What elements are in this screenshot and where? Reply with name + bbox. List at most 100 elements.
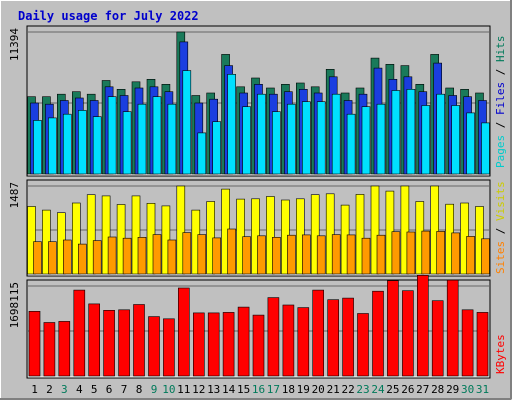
bar-sites-day-28: [436, 231, 446, 275]
legend-text: KBytes: [494, 334, 507, 374]
x-tick-label: 27: [416, 383, 429, 396]
bar-pages-day-26: [406, 89, 416, 175]
bar-pages-day-12: [197, 132, 207, 175]
bar-kbytes-day-29: [446, 279, 459, 377]
bar-sites-day-2: [48, 241, 57, 275]
x-axis-ticks: 1 2 3 4 5 6 7 8 9 10 11 12 13 14 15 16 17 18 19 20 21 22 23 24 2…: [31, 383, 489, 396]
bar-visits-day-20: [310, 194, 320, 275]
bar-sites-day-6: [107, 236, 117, 275]
x-tick-label: 8: [136, 383, 143, 396]
x-tick-label: 1: [31, 383, 38, 396]
bar-pages-day-29: [451, 105, 461, 175]
x-tick-label: 3: [61, 383, 68, 396]
x-tick-label: 11: [177, 383, 190, 396]
bar-kbytes-day-19: [297, 307, 310, 377]
series-sites: [33, 228, 490, 275]
bar-sites-day-18: [287, 234, 296, 275]
x-tick-label: 14: [222, 383, 236, 396]
bar-sites-day-9: [152, 234, 162, 275]
bar-visits-day-6: [101, 195, 111, 275]
bar-kbytes-day-4: [73, 289, 86, 377]
bar-visits-day-26: [400, 185, 410, 275]
bar-sites-day-15: [242, 236, 251, 275]
bar-visits-day-21: [325, 193, 335, 275]
bar-pages-day-19: [301, 101, 311, 175]
bar-kbytes-day-5: [88, 303, 100, 377]
x-tick-label: 9: [151, 383, 158, 396]
chart-panels: 11394 1487 1698115: [8, 25, 491, 379]
x-tick-label: 25: [386, 383, 399, 396]
bar-pages-day-27: [421, 105, 431, 175]
bar-sites-day-14: [227, 228, 236, 275]
panel-hits_files_pages: 11394: [8, 25, 491, 177]
bar-pages-day-25: [391, 90, 401, 175]
bar-kbytes-day-13: [207, 312, 220, 377]
bar-pages-day-15: [242, 106, 251, 175]
bar-kbytes-day-10: [163, 318, 175, 377]
bar-kbytes-day-17: [267, 297, 280, 377]
bar-pages-day-2: [48, 117, 57, 175]
bar-sites-day-22: [346, 234, 356, 275]
x-tick-label: 23: [356, 383, 369, 396]
bar-pages-day-30: [466, 112, 475, 175]
bar-kbytes-day-16: [252, 314, 265, 377]
legend-hits: Hits: [494, 36, 507, 63]
bar-sites-day-5: [92, 240, 102, 275]
bar-sites-day-23: [361, 237, 371, 275]
bar-sites-day-27: [421, 230, 431, 275]
bar-kbytes-day-20: [312, 289, 325, 377]
bar-sites-day-13: [212, 237, 221, 275]
bar-kbytes-day-24: [372, 290, 384, 377]
bar-pages-day-13: [212, 121, 221, 175]
legend-visits-sites: Sites / Visits: [494, 181, 507, 274]
x-tick-label: 31: [476, 383, 489, 396]
bar-pages-day-24: [376, 103, 386, 175]
bar-sites-day-26: [406, 231, 416, 275]
bar-visits-day-1: [27, 206, 36, 275]
legend-hits-files-pages: Pages / Files / Hits: [494, 36, 507, 169]
x-tick-label: 18: [282, 383, 295, 396]
bar-visits-day-8: [131, 195, 141, 275]
bar-sites-day-10: [167, 239, 177, 275]
bar-pages-day-5: [92, 116, 102, 175]
bar-pages-day-7: [122, 111, 132, 175]
bar-kbytes-day-1: [28, 310, 41, 377]
bar-kbytes-day-18: [282, 304, 295, 377]
bar-sites-day-20: [316, 235, 326, 275]
legend-kbytes: KBytes: [494, 334, 507, 374]
bar-kbytes-day-22: [342, 297, 354, 377]
x-tick-label: 28: [431, 383, 444, 396]
bar-pages-day-1: [33, 120, 42, 175]
bar-pages-day-20: [316, 101, 326, 175]
legend-files: Files: [494, 82, 507, 115]
series-visits: [27, 185, 484, 275]
x-tick-label: 17: [267, 383, 280, 396]
bar-kbytes-day-25: [387, 280, 399, 377]
bar-pages-day-16: [257, 93, 266, 175]
bar-kbytes-day-26: [402, 290, 414, 377]
bar-sites-day-12: [197, 234, 207, 275]
bar-kbytes-day-30: [461, 309, 474, 377]
x-tick-label: 24: [371, 383, 385, 396]
bar-visits-day-11: [176, 185, 186, 275]
bar-pages-day-28: [436, 93, 446, 175]
y-max-label: 1698115: [8, 282, 21, 328]
bar-kbytes-day-11: [178, 287, 190, 377]
x-tick-label: 15: [237, 383, 250, 396]
panel-border: [26, 25, 491, 177]
legend-separator: /: [494, 115, 507, 135]
bar-kbytes-day-28: [431, 300, 444, 377]
bar-sites-day-8: [137, 237, 147, 275]
legend-separator: /: [494, 62, 507, 82]
series-kbytes: [28, 274, 489, 377]
bar-pages-day-11: [182, 70, 192, 175]
bar-kbytes-day-6: [103, 309, 115, 377]
bar-pages-day-14: [227, 74, 236, 175]
x-tick-label: 13: [207, 383, 220, 396]
x-tick-label: 12: [192, 383, 205, 396]
bar-sites-day-25: [391, 231, 401, 275]
bar-pages-day-10: [167, 103, 177, 175]
bar-visits-day-24: [370, 185, 380, 275]
